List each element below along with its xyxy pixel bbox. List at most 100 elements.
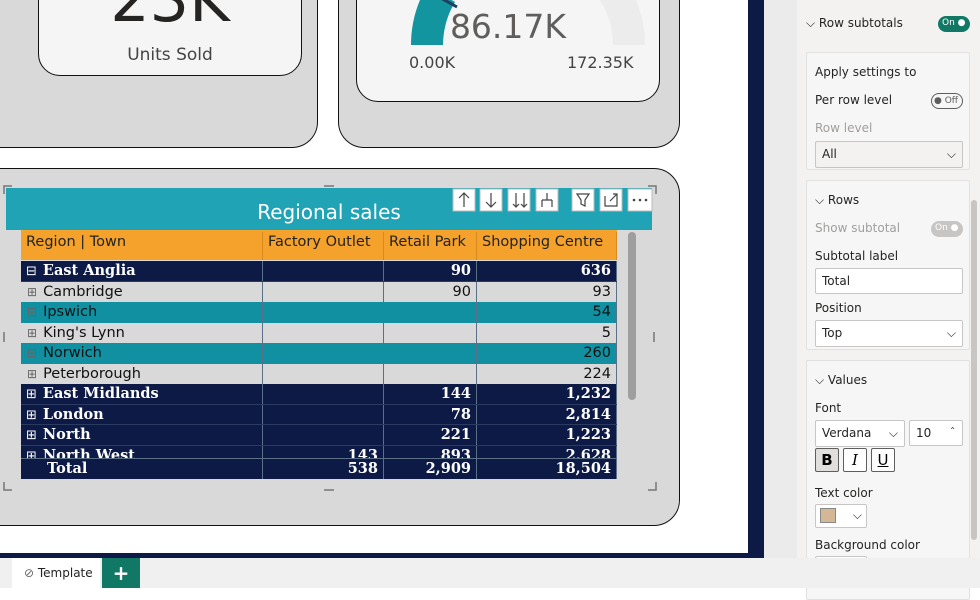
value-cell: 144 — [384, 384, 477, 404]
font-dropdown[interactable]: Verdana ⌵ — [815, 420, 905, 447]
text-input[interactable]: Total — [815, 268, 963, 294]
value-cell — [263, 363, 384, 384]
town-row: ⊞ King's Lynn 5 — [21, 322, 617, 343]
row-header: ⊞ Norwich — [21, 343, 263, 364]
value-cell — [263, 384, 384, 404]
town-row: ⊞ Peterborough 224 — [21, 363, 617, 384]
value-cell: 221 — [384, 425, 477, 445]
gauge-min: 0.00K — [409, 53, 456, 72]
matrix-table: Region | Town Factory Outlet Retail Park Sh… — [21, 230, 617, 479]
kpi-label: Units Sold — [127, 45, 213, 65]
label: Row level — [815, 121, 873, 135]
section-title: Row subtotals — [818, 16, 903, 30]
section-header[interactable]: ⌵ Row subtotals — [806, 16, 903, 30]
column-header: Factory Outlet — [263, 232, 384, 260]
total-cell: 18,504 — [477, 459, 617, 479]
label: Font — [815, 401, 842, 415]
expand-icon[interactable]: ⊞ — [27, 284, 38, 299]
toggle[interactable]: On ● — [938, 16, 970, 32]
town-row: ⊞ Norwich 260 — [21, 343, 617, 364]
dropdown[interactable]: Top ⌵ — [815, 320, 963, 347]
toggle[interactable]: On ● — [931, 221, 963, 237]
gauge-fill — [411, 0, 455, 45]
expand-icon[interactable]: ⊞ — [27, 305, 38, 319]
expand-icon[interactable]: ⊞ — [27, 366, 38, 381]
row-header: ⊟ East Anglia — [21, 261, 263, 281]
size-input[interactable]: 10 ⌃ — [909, 420, 963, 446]
toggle[interactable]: ● Off — [931, 93, 963, 109]
label: Subtotal label — [815, 249, 899, 263]
expand-icon[interactable]: ⊞ — [26, 428, 37, 443]
value-cell: 1,232 — [477, 384, 617, 404]
scrollbar[interactable] — [628, 232, 636, 400]
total-row: Total 538 2,909 18,504 — [21, 458, 617, 479]
expand-icon[interactable]: ⊞ — [26, 407, 37, 423]
expand-icon[interactable]: ⊞ — [27, 325, 38, 340]
row-label: Peterborough — [43, 365, 141, 382]
value-cell — [384, 343, 477, 364]
value-cell — [263, 343, 384, 364]
value-cell — [384, 302, 477, 323]
value-cell — [384, 363, 477, 384]
filter[interactable] — [571, 188, 595, 212]
card-title: Values — [827, 373, 868, 387]
expand-icon[interactable]: ⊞ — [27, 346, 38, 360]
label: Show subtotal — [815, 221, 901, 235]
dropdown[interactable]: All ⌵ — [815, 141, 963, 168]
region-row: ⊞ North 221 1,223 — [21, 425, 617, 446]
value-cell — [384, 322, 477, 343]
expand-icon[interactable]: ⊟ — [26, 264, 37, 279]
label: Per row level — [815, 93, 893, 107]
value-cell: 1,223 — [477, 425, 617, 445]
row-label: Cambridge — [43, 283, 123, 300]
dropdown-value: Top — [822, 326, 843, 340]
expand-icon[interactable]: ⊞ — [26, 387, 37, 402]
row-label: East Midlands — [42, 385, 159, 402]
label: Position — [815, 301, 862, 315]
gauge — [411, 0, 645, 45]
row-header: ⊞ Peterborough — [21, 363, 263, 384]
value-cell: 78 — [384, 404, 477, 424]
toggle-text: Off — [944, 96, 959, 106]
next-level[interactable] — [507, 188, 531, 212]
value-cell — [263, 302, 384, 323]
card-title: Rows — [827, 193, 860, 207]
value-cell: 90 — [384, 261, 477, 281]
row-label: London — [42, 405, 104, 423]
visual-toolbar[interactable] — [452, 188, 654, 212]
row-label: Norwich — [43, 345, 102, 361]
underline-button[interactable]: U — [871, 448, 895, 472]
value-cell: 224 — [477, 363, 617, 384]
gauge-value: 86.17K — [449, 7, 567, 46]
units-inner: 23K Units Sold — [38, 0, 302, 76]
add-page[interactable]: + — [102, 558, 140, 588]
column-header: Shopping Centre — [477, 232, 617, 260]
value-cell — [263, 322, 384, 343]
expand-icon[interactable]: ⊞ — [26, 448, 37, 464]
kpi-value: 23K — [39, 0, 301, 36]
row-header: ⊞ Cambridge — [21, 281, 263, 302]
row-header: ⊞ King's Lynn — [21, 322, 263, 343]
toggle-text: On — [935, 223, 948, 233]
italic-button[interactable]: I — [843, 448, 867, 472]
bold-button[interactable]: B — [815, 448, 839, 472]
gauge-inner: 86.17K 0.00K 172.35K — [356, 0, 660, 102]
toggle-text: On — [942, 18, 955, 28]
gauge-target — [441, 0, 458, 9]
row-header: ⊞ Ipswich — [21, 302, 263, 323]
card-title: Apply settings to — [815, 65, 917, 79]
selection-handles — [3, 185, 657, 491]
row-header: ⊞ London — [21, 404, 263, 424]
tab-label: Template — [37, 566, 93, 580]
value-cell: 636 — [477, 261, 617, 281]
value-cell — [263, 425, 384, 445]
page-tab[interactable]: ⊘ Template — [12, 558, 100, 588]
color-picker[interactable]: ⌵ — [815, 504, 867, 528]
value-cell — [263, 281, 384, 302]
pane-scrollbar[interactable] — [971, 200, 977, 540]
canvas-border — [0, 553, 764, 558]
label: Text color — [815, 486, 873, 500]
value-cell — [263, 404, 384, 424]
column-header: Retail Park — [384, 232, 477, 260]
